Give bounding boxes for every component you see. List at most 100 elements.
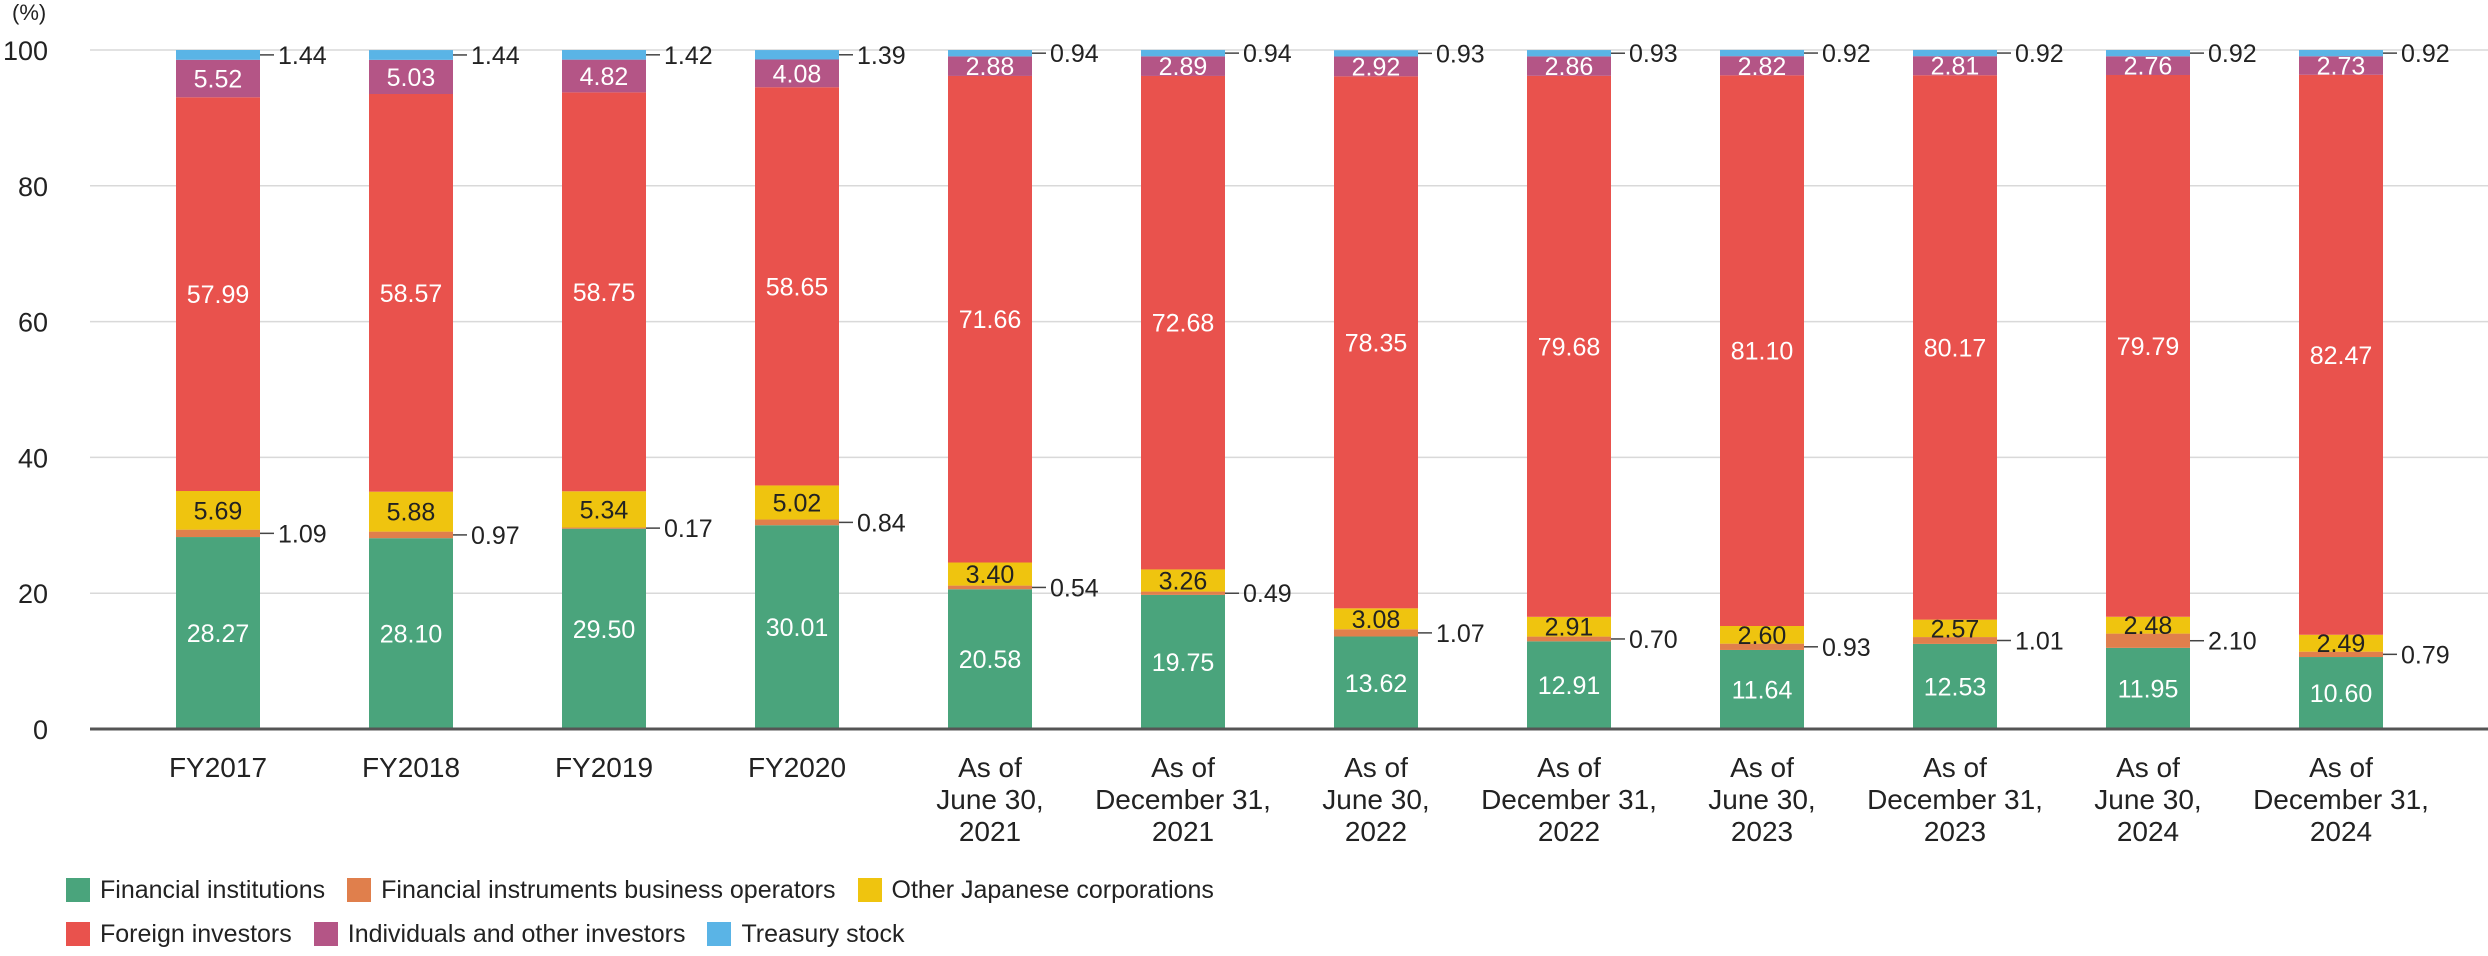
data-label: 5.03: [387, 64, 436, 92]
data-label: 2.60: [1738, 622, 1787, 650]
bar-segment-other-japanese-corporations: [1334, 608, 1418, 630]
bar-segment-treasury-stock: [1141, 49, 1225, 57]
bar-segment-other-japanese-corporations: [948, 562, 1032, 586]
grid-lines: [90, 49, 2488, 594]
x-category-label: As of June 30, 2021: [936, 752, 1043, 847]
bar-segment-financial-instruments-business-operators: [948, 585, 1032, 590]
bar-segment-foreign-investors: [369, 93, 453, 492]
bar-segment-other-japanese-corporations: [1141, 569, 1225, 592]
data-label: 0.92: [2401, 40, 2450, 68]
legend-swatch: [66, 922, 90, 946]
data-labels: 28.27 1.09 5.69 57.99 5.52 1.44 28.10 0.97 5.88 5…: [187, 40, 2450, 708]
x-category-label: As of June 30, 2024: [2094, 752, 2201, 847]
bar-segment-individuals-and-other-investors: [176, 59, 260, 98]
bar-segment-treasury-stock: [1334, 50, 1418, 57]
data-label: 5.02: [773, 489, 822, 517]
legend-item-financial-institutions: Financial institutions: [66, 876, 325, 905]
bar-segment-financial-institutions: [369, 538, 453, 729]
bar-segment-foreign-investors: [1527, 75, 1611, 617]
bars: [176, 49, 2383, 729]
bar-segment-financial-instruments-business-operators: [369, 531, 453, 539]
data-label: 80.17: [1924, 334, 1987, 362]
bar-segment-financial-institutions: [2299, 657, 2383, 729]
y-tick-label: 0: [33, 715, 48, 745]
data-label: 20.58: [959, 646, 1022, 674]
x-category-label: As of December 31, 2023: [1867, 752, 2043, 847]
stacked-bar-chart: (%) 0 20 40 60 80 100 28.27 1.09 5.69 57.99 5.52 1…: [3, 0, 2488, 847]
data-label: 2.76: [2124, 53, 2173, 81]
bar-segment-individuals-and-other-investors: [948, 56, 1032, 76]
bar-segment-financial-instruments-business-operators: [2299, 651, 2383, 658]
y-tick-label: 20: [18, 579, 48, 609]
bar-segment-financial-instruments-business-operators: [1720, 643, 1804, 650]
data-label: 0.92: [2208, 40, 2257, 68]
data-label: 0.70: [1629, 626, 1678, 654]
x-category-label: As of December 31, 2024: [2253, 752, 2429, 847]
legend-swatch: [313, 922, 338, 946]
data-label: 0.84: [857, 509, 906, 537]
bar-segment-treasury-stock: [1527, 50, 1611, 57]
x-category-label: FY2018: [362, 752, 460, 783]
y-tick-label: 60: [18, 308, 48, 338]
bar-segment-financial-institutions: [562, 528, 646, 729]
data-label: 0.94: [1050, 40, 1099, 68]
data-label: 0.93: [1629, 40, 1678, 68]
legend-label: Financial instruments business operators: [381, 875, 836, 904]
data-label: 58.75: [573, 279, 636, 307]
bar-segment-other-japanese-corporations: [176, 491, 260, 530]
data-label: 0.17: [664, 515, 713, 543]
bar-segment-foreign-investors: [2106, 74, 2190, 617]
legend: Financial institutions Financial instrum…: [66, 868, 1566, 956]
category-labels: FY2017 FY2018 FY2019 FY2020 As of June 30, 202…: [169, 752, 2429, 847]
bar-segment-financial-instruments-business-operators: [755, 519, 839, 526]
legend-item-treasury-stock: Treasury stock: [707, 920, 904, 949]
data-label: 2.86: [1545, 53, 1594, 81]
bar-segment-financial-instruments-business-operators: [1141, 591, 1225, 595]
data-label: 5.69: [194, 497, 243, 525]
data-label: 81.10: [1731, 338, 1794, 366]
bar-segment-financial-instruments-business-operators: [2106, 633, 2190, 648]
bar-segment-financial-institutions: [948, 589, 1032, 729]
bar-segment-foreign-investors: [1913, 75, 1997, 620]
legend-item-financial-instruments-business-operators: Financial instruments business operators: [347, 875, 836, 905]
bar-segment-other-japanese-corporations: [1527, 616, 1611, 637]
bar-segment-other-japanese-corporations: [1913, 619, 1997, 638]
x-category-label: FY2020: [748, 752, 846, 783]
data-label: 1.44: [278, 42, 327, 70]
bar-segment-other-japanese-corporations: [755, 485, 839, 520]
bar-segment-other-japanese-corporations: [369, 491, 453, 532]
data-label: 11.95: [2118, 675, 2179, 703]
data-label: 58.57: [380, 280, 443, 308]
legend-swatch: [66, 878, 90, 902]
bar-segment-financial-institutions: [1141, 594, 1225, 729]
bar-segment-foreign-investors: [562, 92, 646, 492]
data-label: 2.88: [966, 53, 1015, 81]
bar-segment-financial-institutions: [176, 537, 260, 729]
data-label: 0.97: [471, 522, 520, 550]
bar-segment-financial-instruments-business-operators: [562, 527, 646, 529]
bar-segment-financial-institutions: [1334, 636, 1418, 729]
data-label: 72.68: [1152, 310, 1215, 338]
data-label: 3.08: [1352, 606, 1401, 634]
data-label: 10.60: [2310, 680, 2373, 708]
bar-segment-other-japanese-corporations: [2106, 616, 2190, 634]
data-label: 2.91: [1545, 614, 1594, 642]
data-label: 0.92: [1822, 40, 1871, 68]
data-label: 0.49: [1243, 580, 1292, 608]
data-label: 2.89: [1159, 53, 1208, 81]
data-label: 4.08: [773, 60, 822, 88]
data-label: 1.42: [664, 42, 713, 70]
x-category-label: As of December 31, 2022: [1481, 752, 1657, 847]
data-label: 82.47: [2310, 342, 2373, 370]
legend-row-1: Financial institutions Financial instrum…: [66, 868, 1566, 912]
data-label: 28.10: [380, 621, 443, 649]
data-label: 19.75: [1152, 649, 1215, 677]
bar-segment-foreign-investors: [1141, 75, 1225, 570]
y-axis-ticks: 0 20 40 60 80 100: [3, 36, 48, 745]
data-label: 30.01: [766, 614, 829, 642]
legend-label: Other Japanese corporations: [891, 875, 1214, 904]
legend-label: Financial institutions: [100, 875, 326, 904]
data-label: 0.92: [2015, 40, 2064, 68]
legend-label: Foreign investors: [100, 919, 292, 948]
bar-segment-foreign-investors: [755, 87, 839, 486]
